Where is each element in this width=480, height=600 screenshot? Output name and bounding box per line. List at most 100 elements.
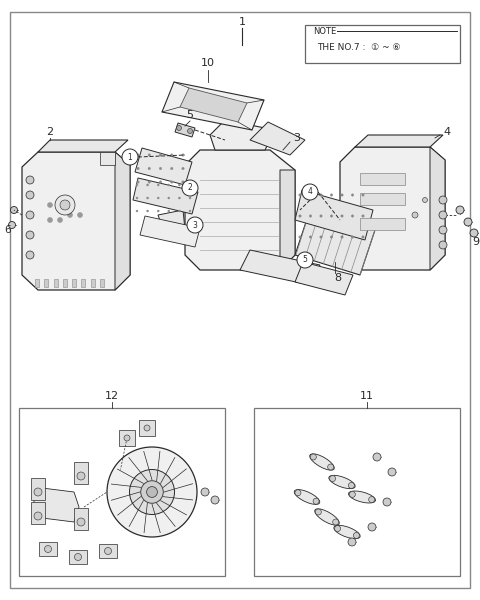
- Circle shape: [320, 215, 322, 217]
- Circle shape: [182, 154, 184, 156]
- Circle shape: [34, 512, 42, 520]
- Circle shape: [470, 229, 478, 237]
- Circle shape: [330, 476, 336, 482]
- Polygon shape: [100, 152, 115, 165]
- Polygon shape: [34, 487, 79, 522]
- Polygon shape: [135, 148, 192, 185]
- Circle shape: [353, 532, 360, 538]
- Circle shape: [297, 252, 313, 268]
- Circle shape: [146, 487, 157, 497]
- Circle shape: [299, 215, 301, 217]
- Circle shape: [48, 202, 52, 208]
- Circle shape: [439, 211, 447, 219]
- Circle shape: [412, 212, 418, 218]
- Text: 6: 6: [5, 225, 12, 235]
- Polygon shape: [38, 140, 128, 152]
- Circle shape: [177, 125, 181, 130]
- Circle shape: [148, 154, 150, 156]
- Circle shape: [351, 194, 354, 196]
- Circle shape: [328, 464, 334, 470]
- Circle shape: [144, 425, 150, 431]
- Circle shape: [315, 509, 321, 515]
- Bar: [119, 430, 135, 446]
- Text: 2: 2: [188, 184, 192, 193]
- Circle shape: [141, 481, 163, 503]
- Text: 8: 8: [335, 273, 342, 283]
- Circle shape: [148, 181, 150, 183]
- Circle shape: [439, 241, 447, 249]
- Circle shape: [157, 184, 159, 186]
- Circle shape: [179, 210, 180, 212]
- Circle shape: [362, 236, 364, 238]
- Polygon shape: [314, 509, 339, 525]
- Circle shape: [26, 231, 34, 239]
- Circle shape: [34, 488, 42, 496]
- Text: NOTE: NOTE: [313, 26, 336, 35]
- Polygon shape: [280, 170, 295, 270]
- Circle shape: [159, 181, 162, 183]
- Polygon shape: [99, 544, 117, 558]
- Polygon shape: [240, 250, 320, 285]
- Text: 2: 2: [47, 127, 54, 137]
- Circle shape: [137, 167, 139, 170]
- Circle shape: [188, 128, 192, 133]
- Circle shape: [201, 488, 209, 496]
- Text: 4: 4: [444, 127, 451, 137]
- Polygon shape: [334, 526, 360, 539]
- Bar: [31, 478, 45, 500]
- Polygon shape: [430, 147, 445, 270]
- Circle shape: [313, 498, 319, 504]
- Bar: [360, 218, 405, 230]
- Circle shape: [107, 447, 197, 537]
- Text: 5: 5: [187, 110, 193, 120]
- Circle shape: [349, 491, 355, 497]
- Circle shape: [168, 197, 170, 199]
- Polygon shape: [180, 88, 247, 122]
- Polygon shape: [348, 491, 375, 503]
- Circle shape: [168, 210, 170, 212]
- Circle shape: [146, 184, 149, 186]
- Bar: [139, 420, 155, 436]
- Text: 12: 12: [105, 391, 119, 401]
- Circle shape: [136, 197, 138, 199]
- Polygon shape: [355, 135, 443, 147]
- Bar: [74, 508, 88, 530]
- Circle shape: [330, 194, 333, 196]
- Circle shape: [320, 236, 322, 238]
- Polygon shape: [140, 216, 200, 247]
- Circle shape: [341, 194, 343, 196]
- Circle shape: [464, 218, 472, 226]
- Polygon shape: [250, 122, 305, 155]
- Circle shape: [137, 154, 139, 156]
- Circle shape: [179, 184, 180, 186]
- Bar: [91, 279, 95, 287]
- Circle shape: [348, 538, 356, 546]
- Text: 3: 3: [293, 133, 300, 143]
- Text: 11: 11: [360, 391, 374, 401]
- Bar: [54, 279, 58, 287]
- Circle shape: [60, 200, 70, 210]
- Circle shape: [439, 226, 447, 234]
- Circle shape: [383, 498, 391, 506]
- Polygon shape: [210, 120, 275, 150]
- Circle shape: [341, 215, 343, 217]
- Circle shape: [439, 196, 447, 204]
- Polygon shape: [115, 152, 130, 290]
- Circle shape: [309, 215, 312, 217]
- Polygon shape: [162, 82, 264, 130]
- Bar: [82, 279, 85, 287]
- Text: 5: 5: [302, 256, 307, 265]
- Circle shape: [157, 197, 159, 199]
- Bar: [360, 173, 405, 185]
- Polygon shape: [185, 150, 295, 270]
- Bar: [63, 279, 67, 287]
- Bar: [72, 279, 76, 287]
- Circle shape: [74, 553, 82, 560]
- Polygon shape: [69, 550, 87, 564]
- Circle shape: [148, 167, 150, 170]
- Bar: [100, 279, 104, 287]
- Polygon shape: [340, 147, 445, 270]
- Circle shape: [368, 523, 376, 531]
- Polygon shape: [133, 178, 198, 214]
- Circle shape: [48, 217, 52, 223]
